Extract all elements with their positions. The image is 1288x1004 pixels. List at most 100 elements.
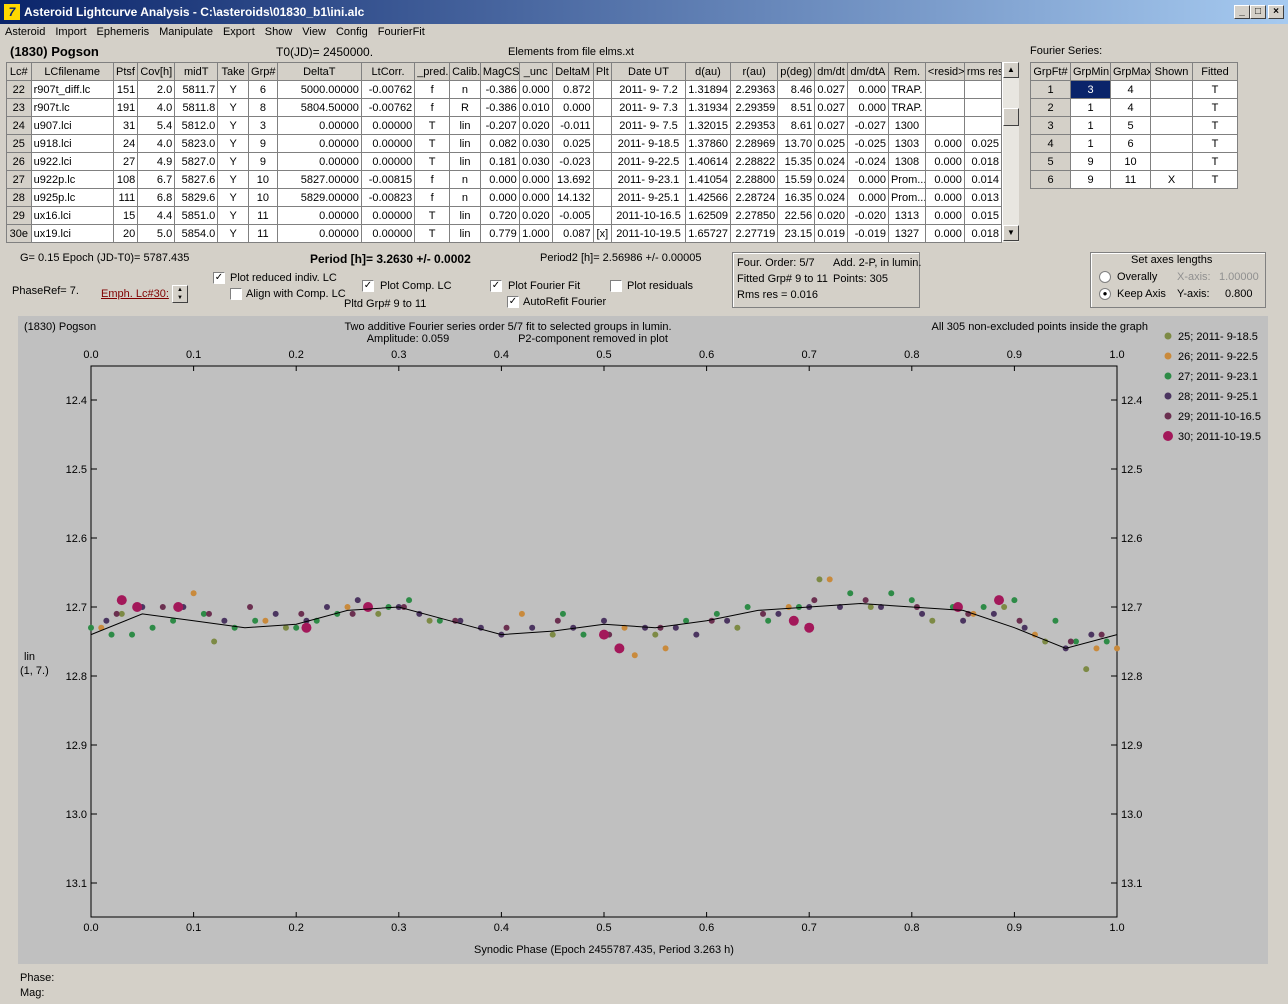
lc-cell[interactable]: 0.010 xyxy=(518,98,553,117)
fourier-cell[interactable]: T xyxy=(1192,170,1238,189)
menu-export[interactable]: Export xyxy=(222,26,255,38)
lc-cell[interactable]: 10 xyxy=(248,170,278,189)
maximize-button[interactable]: □ xyxy=(1250,5,1266,19)
lc-cell[interactable]: 0.000 xyxy=(551,98,594,117)
fourier-row-header[interactable]: 5 xyxy=(1030,152,1071,171)
autorefit-checkbox[interactable]: ✓ xyxy=(507,296,519,308)
minimize-button[interactable]: _ xyxy=(1234,5,1250,19)
lc-cell[interactable]: 0.00000 xyxy=(276,116,362,135)
lc-cell[interactable]: 0.027 xyxy=(814,98,848,117)
lc-cell[interactable]: 1.000 xyxy=(518,224,553,243)
lightcurve-plot-area[interactable]: (1830) Pogson Two additive Fourier series… xyxy=(18,316,1268,964)
lc-cell[interactable]: T xyxy=(414,134,451,153)
lc-cell[interactable]: u918.lci xyxy=(30,134,114,153)
lc-cell[interactable]: -0.207 xyxy=(479,116,520,135)
lc-cell[interactable]: 6 xyxy=(248,80,278,99)
lc-cell[interactable]: 0.018 xyxy=(963,224,1003,243)
lc-cell[interactable]: r907t_diff.lc xyxy=(30,80,114,99)
lc-col-header[interactable]: _pred. xyxy=(414,62,451,81)
close-button[interactable]: × xyxy=(1268,5,1284,19)
lc-cell[interactable]: 2.28724 xyxy=(730,188,779,207)
lc-cell[interactable]: 0.015 xyxy=(963,206,1003,225)
plot-fourier-checkbox[interactable]: ✓ xyxy=(490,280,502,292)
lc-cell[interactable]: 1.31934 xyxy=(684,98,732,117)
lc-cell[interactable]: 2.28822 xyxy=(730,152,779,171)
fourier-row-header[interactable]: 2 xyxy=(1030,98,1071,117)
lc-cell[interactable]: 1.37860 xyxy=(684,134,732,153)
fourier-cell[interactable]: 9 xyxy=(1070,152,1111,171)
lc-cell[interactable]: 2011- 9-25.1 xyxy=(611,188,686,207)
fourier-cell[interactable]: 3 xyxy=(1070,80,1111,99)
lc-cell[interactable]: 2.29359 xyxy=(730,98,779,117)
lc-cell[interactable]: 1313 xyxy=(887,206,926,225)
lc-col-header[interactable]: DeltaM xyxy=(551,62,594,81)
lc-cell[interactable]: 191 xyxy=(112,98,139,117)
fourier-col-header[interactable]: GrpFt# xyxy=(1030,62,1071,81)
lc-cell[interactable]: Y xyxy=(217,80,250,99)
lc-cell[interactable]: 0.000 xyxy=(924,224,965,243)
lc-cell[interactable]: 0.720 xyxy=(479,206,520,225)
menu-import[interactable]: Import xyxy=(55,26,87,38)
menu-show[interactable]: Show xyxy=(264,26,293,38)
lc-row-header[interactable]: 26 xyxy=(6,152,32,171)
fourier-cell[interactable]: 1 xyxy=(1070,116,1111,135)
lc-cell[interactable]: 10 xyxy=(248,188,278,207)
lc-cell[interactable]: 0.025 xyxy=(963,134,1003,153)
lc-cell[interactable]: 1.65727 xyxy=(684,224,732,243)
lc-table-row[interactable]: 30e ux19.lci 20 5.0 5854.0 Y 11 0.00000 0.00000 T… xyxy=(6,224,1003,243)
lc-cell[interactable]: 0.024 xyxy=(814,188,848,207)
lc-cell[interactable]: 0.000 xyxy=(846,188,889,207)
lc-cell[interactable]: 0.025 xyxy=(814,134,848,153)
lc-col-header[interactable]: r(au) xyxy=(730,62,779,81)
lc-cell[interactable]: 0.00000 xyxy=(360,224,416,243)
lc-cell[interactable]: 0.872 xyxy=(551,80,594,99)
lc-cell[interactable]: 15.35 xyxy=(777,152,816,171)
menu-asteroid[interactable]: Asteroid xyxy=(5,26,46,38)
lc-cell[interactable]: f xyxy=(414,188,451,207)
lc-row-header[interactable]: 24 xyxy=(6,116,32,135)
lc-cell[interactable]: 8.61 xyxy=(777,116,816,135)
keep-axis-radio[interactable]: ● xyxy=(1099,288,1111,300)
lc-cell[interactable]: 9 xyxy=(248,134,278,153)
plot-comp-checkbox[interactable]: ✓ xyxy=(362,280,374,292)
lc-cell[interactable]: 20 xyxy=(112,224,139,243)
scroll-down-icon[interactable]: ▼ xyxy=(1003,225,1019,241)
lc-cell[interactable]: n xyxy=(449,170,481,189)
lc-cell[interactable]: 4.0 xyxy=(137,98,176,117)
lc-cell[interactable]: 0.00000 xyxy=(276,224,362,243)
fourier-col-header[interactable]: Fitted xyxy=(1192,62,1238,81)
lc-col-header[interactable]: MagCS xyxy=(479,62,520,81)
fourier-cell[interactable] xyxy=(1150,116,1193,135)
lc-cell[interactable]: 2011- 9-23.1 xyxy=(611,170,686,189)
lc-cell[interactable]: -0.025 xyxy=(846,134,889,153)
lc-cell[interactable]: 8.51 xyxy=(777,98,816,117)
lc-cell[interactable]: 2011-10-19.5 xyxy=(611,224,686,243)
lc-cell[interactable]: -0.00823 xyxy=(360,188,416,207)
lc-cell[interactable]: 1.41054 xyxy=(684,170,732,189)
lc-cell[interactable]: TRAP. xyxy=(887,80,926,99)
lc-col-header[interactable]: midT xyxy=(174,62,219,81)
lc-cell[interactable]: 0.000 xyxy=(846,98,889,117)
lc-cell[interactable]: -0.011 xyxy=(551,116,594,135)
lc-cell[interactable]: 11 xyxy=(248,224,278,243)
lc-cell[interactable]: 108 xyxy=(112,170,139,189)
overally-radio[interactable] xyxy=(1099,271,1111,283)
scroll-thumb[interactable] xyxy=(1003,108,1019,126)
fourier-cell[interactable]: 4 xyxy=(1110,80,1151,99)
lc-cell[interactable]: 0.000 xyxy=(924,188,965,207)
fourier-col-header[interactable]: Shown xyxy=(1150,62,1193,81)
yaxis-value[interactable]: 0.800 xyxy=(1225,288,1253,300)
lc-cell[interactable]: 0.00000 xyxy=(276,152,362,171)
lc-cell[interactable]: -0.386 xyxy=(479,80,520,99)
lc-cell[interactable] xyxy=(963,98,1003,117)
lc-cell[interactable]: 14.132 xyxy=(551,188,594,207)
lc-col-header[interactable]: LtCorr. xyxy=(360,62,416,81)
menu-manipulate[interactable]: Manipulate xyxy=(159,26,213,38)
lc-cell[interactable]: 0.000 xyxy=(846,80,889,99)
lc-cell[interactable]: -0.024 xyxy=(846,152,889,171)
lc-cell[interactable]: 13.70 xyxy=(777,134,816,153)
lc-cell[interactable]: 9 xyxy=(248,152,278,171)
